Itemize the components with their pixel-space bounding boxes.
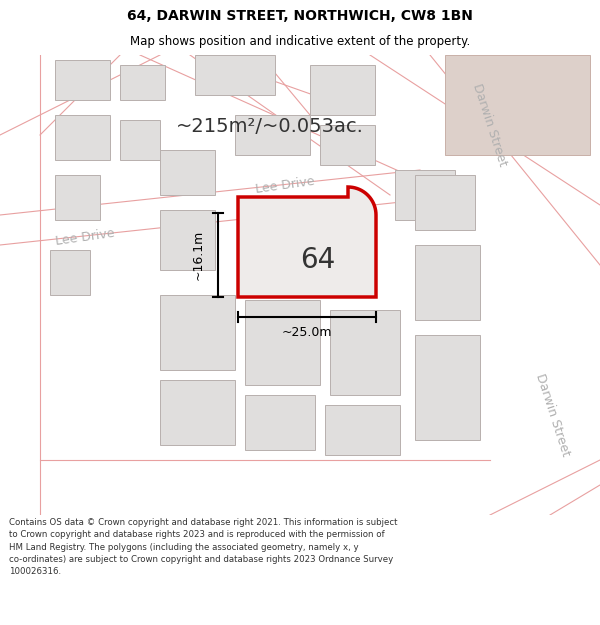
Text: Lee Drive: Lee Drive: [254, 174, 316, 196]
Polygon shape: [200, 55, 370, 115]
Polygon shape: [0, 55, 40, 515]
Text: ~215m²/~0.053ac.: ~215m²/~0.053ac.: [176, 118, 364, 136]
Polygon shape: [415, 175, 475, 230]
Polygon shape: [120, 120, 160, 160]
Polygon shape: [160, 210, 215, 270]
Text: 64, DARWIN STREET, NORTHWICH, CW8 1BN: 64, DARWIN STREET, NORTHWICH, CW8 1BN: [127, 9, 473, 24]
Polygon shape: [395, 170, 455, 220]
Text: ~25.0m: ~25.0m: [282, 326, 332, 339]
Polygon shape: [0, 55, 160, 135]
Polygon shape: [370, 55, 600, 265]
Polygon shape: [160, 295, 235, 370]
Polygon shape: [490, 435, 600, 515]
Polygon shape: [415, 245, 480, 320]
Polygon shape: [310, 65, 375, 115]
Polygon shape: [55, 115, 110, 160]
Polygon shape: [40, 460, 490, 515]
Text: ~16.1m: ~16.1m: [191, 230, 205, 280]
Polygon shape: [330, 310, 400, 395]
Polygon shape: [415, 335, 480, 440]
Polygon shape: [245, 300, 320, 385]
Text: Contains OS data © Crown copyright and database right 2021. This information is : Contains OS data © Crown copyright and d…: [9, 518, 398, 576]
Polygon shape: [245, 395, 315, 450]
Polygon shape: [55, 175, 100, 220]
Polygon shape: [445, 55, 590, 155]
Polygon shape: [55, 60, 110, 100]
Polygon shape: [325, 405, 400, 455]
Text: Map shows position and indicative extent of the property.: Map shows position and indicative extent…: [130, 35, 470, 48]
Polygon shape: [235, 115, 310, 155]
Polygon shape: [160, 150, 215, 195]
Polygon shape: [50, 250, 90, 295]
Polygon shape: [320, 125, 375, 165]
Polygon shape: [160, 380, 235, 445]
Polygon shape: [120, 65, 165, 100]
Polygon shape: [0, 170, 420, 245]
Text: Darwin Street: Darwin Street: [470, 82, 509, 168]
Text: 64: 64: [301, 246, 335, 274]
Text: Lee Drive: Lee Drive: [55, 226, 115, 248]
Polygon shape: [195, 55, 275, 95]
Polygon shape: [140, 55, 430, 195]
Text: Darwin Street: Darwin Street: [533, 372, 572, 458]
Polygon shape: [238, 187, 376, 297]
